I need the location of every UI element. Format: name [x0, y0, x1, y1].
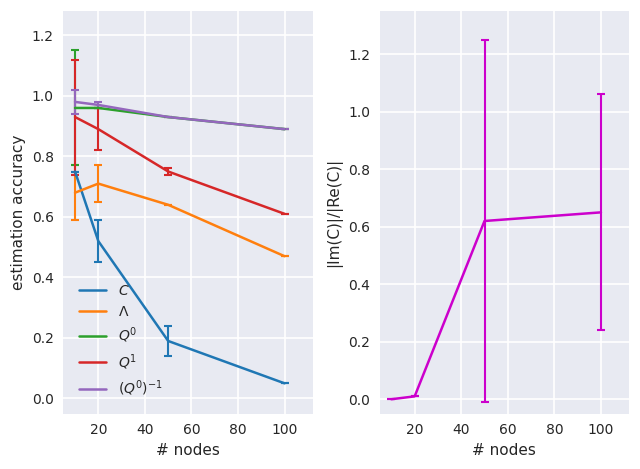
Y-axis label: estimation accuracy: estimation accuracy: [11, 135, 26, 290]
Legend: $C$, $\Lambda$, $Q^0$, $Q^1$, $(Q^0)^{-1}$: $C$, $\Lambda$, $Q^0$, $Q^1$, $(Q^0)^{-1…: [70, 275, 171, 407]
X-axis label: # nodes: # nodes: [156, 443, 220, 458]
X-axis label: # nodes: # nodes: [472, 443, 536, 458]
Y-axis label: |Im(C)|/|Re(C)|: |Im(C)|/|Re(C)|: [326, 158, 342, 267]
